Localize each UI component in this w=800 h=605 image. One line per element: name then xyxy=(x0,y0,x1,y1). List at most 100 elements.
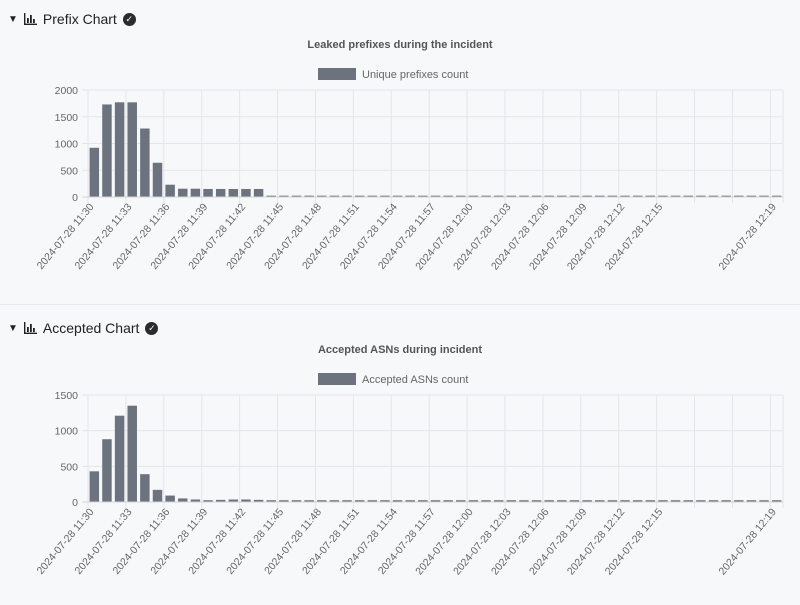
bar[interactable] xyxy=(708,195,719,198)
bar[interactable] xyxy=(203,500,213,502)
bar[interactable] xyxy=(380,500,390,502)
bar[interactable] xyxy=(506,195,517,198)
bar[interactable] xyxy=(89,471,100,502)
legend-swatch[interactable] xyxy=(318,68,356,80)
bar[interactable] xyxy=(291,500,302,502)
bar[interactable] xyxy=(734,195,744,198)
bar[interactable] xyxy=(329,195,340,198)
bar[interactable] xyxy=(114,415,125,502)
bar[interactable] xyxy=(380,195,390,198)
bar[interactable] xyxy=(721,500,731,502)
bar[interactable] xyxy=(620,500,630,502)
bar[interactable] xyxy=(304,500,314,502)
bar[interactable] xyxy=(645,195,656,198)
bar[interactable] xyxy=(519,195,529,198)
bar[interactable] xyxy=(127,102,137,197)
bar[interactable] xyxy=(279,500,289,502)
bar[interactable] xyxy=(418,195,428,198)
bar[interactable] xyxy=(456,195,466,198)
bar[interactable] xyxy=(493,500,504,502)
legend-label[interactable]: Unique prefixes count xyxy=(362,69,468,81)
bar[interactable] xyxy=(190,188,201,197)
bar[interactable] xyxy=(266,195,276,198)
bar[interactable] xyxy=(291,195,302,198)
bar[interactable] xyxy=(632,195,643,198)
bar[interactable] xyxy=(607,195,618,198)
bar[interactable] xyxy=(544,195,554,198)
bar[interactable] xyxy=(392,195,403,198)
bar[interactable] xyxy=(569,195,580,198)
bar[interactable] xyxy=(152,162,163,197)
bar[interactable] xyxy=(215,188,226,197)
bar[interactable] xyxy=(304,195,314,198)
bar[interactable] xyxy=(683,195,693,198)
bar[interactable] xyxy=(178,188,188,197)
bar[interactable] xyxy=(481,195,491,198)
bar[interactable] xyxy=(241,499,251,502)
bar[interactable] xyxy=(582,500,592,502)
bar[interactable] xyxy=(658,500,668,502)
bar[interactable] xyxy=(569,500,580,502)
bar[interactable] xyxy=(696,195,706,198)
bar[interactable] xyxy=(102,439,112,502)
bar[interactable] xyxy=(696,500,706,502)
bar[interactable] xyxy=(89,147,100,197)
bar[interactable] xyxy=(670,500,681,502)
bar[interactable] xyxy=(632,500,643,502)
bar[interactable] xyxy=(607,500,618,502)
bar[interactable] xyxy=(418,500,428,502)
legend-label[interactable]: Accepted ASNs count xyxy=(362,374,468,386)
bar[interactable] xyxy=(481,500,491,502)
bar[interactable] xyxy=(506,500,517,502)
bar[interactable] xyxy=(456,500,466,502)
bar[interactable] xyxy=(493,195,504,198)
bar[interactable] xyxy=(620,195,630,198)
bar[interactable] xyxy=(595,500,605,502)
bar[interactable] xyxy=(670,195,681,198)
bar[interactable] xyxy=(228,499,239,502)
bar[interactable] xyxy=(771,195,782,198)
bar[interactable] xyxy=(354,500,365,502)
bar[interactable] xyxy=(190,499,201,502)
bar[interactable] xyxy=(468,195,479,198)
legend-swatch[interactable] xyxy=(318,373,356,385)
bar[interactable] xyxy=(329,500,340,502)
bar[interactable] xyxy=(531,195,542,198)
collapse-triangle-icon[interactable]: ▼ xyxy=(8,322,18,334)
bar[interactable] xyxy=(544,500,554,502)
bar[interactable] xyxy=(721,195,731,198)
bar[interactable] xyxy=(683,500,693,502)
bar[interactable] xyxy=(531,500,542,502)
bar[interactable] xyxy=(771,500,782,502)
bar[interactable] xyxy=(582,195,592,198)
bar[interactable] xyxy=(430,195,441,198)
bar[interactable] xyxy=(392,500,403,502)
bar[interactable] xyxy=(152,489,163,502)
bar[interactable] xyxy=(165,184,175,197)
bar[interactable] xyxy=(266,500,276,502)
bar[interactable] xyxy=(645,500,656,502)
bar[interactable] xyxy=(253,188,264,197)
bar[interactable] xyxy=(127,405,137,502)
bar[interactable] xyxy=(367,195,378,198)
bar[interactable] xyxy=(178,498,188,502)
bar[interactable] xyxy=(317,195,327,198)
bar[interactable] xyxy=(279,195,289,198)
bar[interactable] xyxy=(114,102,125,197)
bar[interactable] xyxy=(140,474,150,502)
bar[interactable] xyxy=(140,128,150,197)
bar[interactable] xyxy=(317,500,327,502)
bar[interactable] xyxy=(354,195,365,198)
bar[interactable] xyxy=(203,188,213,197)
bar[interactable] xyxy=(734,500,744,502)
bar[interactable] xyxy=(557,500,567,502)
bar[interactable] xyxy=(367,500,378,502)
bar[interactable] xyxy=(430,500,441,502)
bar[interactable] xyxy=(658,195,668,198)
bar[interactable] xyxy=(253,499,264,502)
bar[interactable] xyxy=(443,195,453,198)
bar[interactable] xyxy=(468,500,479,502)
bar[interactable] xyxy=(557,195,567,198)
bar[interactable] xyxy=(746,195,757,198)
collapse-triangle-icon[interactable]: ▼ xyxy=(8,13,18,25)
